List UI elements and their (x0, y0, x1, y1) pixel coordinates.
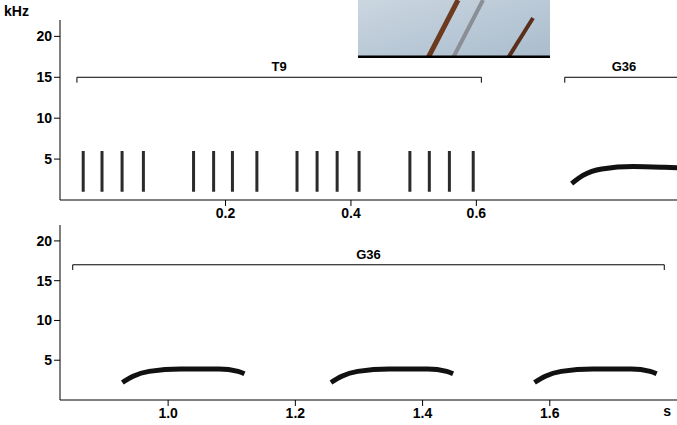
svg-text:10: 10 (36, 312, 52, 328)
svg-text:15: 15 (36, 273, 52, 289)
svg-text:20: 20 (36, 233, 52, 249)
svg-text:0.6: 0.6 (467, 205, 487, 221)
svg-text:0.2: 0.2 (216, 205, 236, 221)
svg-text:1.0: 1.0 (158, 405, 178, 421)
svg-text:10: 10 (36, 110, 52, 126)
svg-text:s: s (663, 403, 671, 419)
svg-text:0.4: 0.4 (341, 205, 361, 221)
svg-text:5: 5 (44, 352, 52, 368)
svg-text:1.4: 1.4 (413, 405, 433, 421)
svg-text:T9: T9 (272, 59, 287, 74)
svg-text:G36: G36 (356, 247, 381, 262)
svg-text:20: 20 (36, 28, 52, 44)
svg-text:15: 15 (36, 69, 52, 85)
html-text:kHz: kHz (4, 3, 29, 19)
svg-text:G36: G36 (612, 59, 637, 74)
svg-text:5: 5 (44, 151, 52, 167)
svg-text:1.6: 1.6 (540, 405, 560, 421)
svg-text:1.2: 1.2 (286, 405, 306, 421)
